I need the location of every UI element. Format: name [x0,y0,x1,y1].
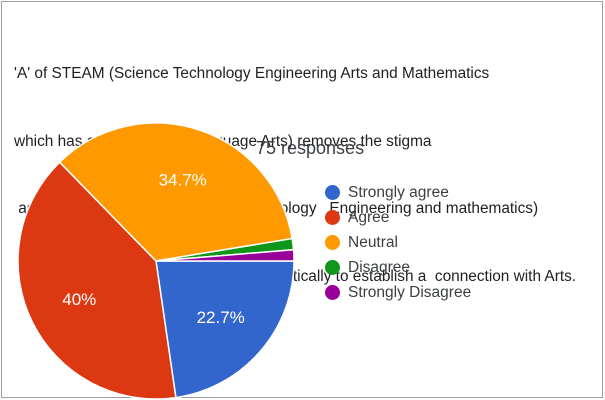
pie-slice-strongly-disagree [155,248,295,262]
legend-swatch-disagree [325,260,340,275]
legend-label-neutral: Neutral [348,233,398,251]
legend-item-neutral: Neutral [325,230,471,255]
legend-item-agree: Agree [325,205,471,230]
responses-count: 75 responses [256,138,365,158]
legend-item-disagree: Disagree [325,255,471,280]
legend-label-strongly-disagree: Strongly Disagree [348,283,472,301]
legend-label-strongly-agree: Strongly agree [348,183,449,201]
pie-slice-agree [17,161,177,400]
question-line-1: 'A' of STEAM (Science Technology Enginee… [14,65,490,82]
slice-label-agree: 40% [62,290,96,309]
legend-item-strongly-agree: Strongly agree [325,180,471,205]
pie-slice-neutral [58,122,294,262]
legend-label-disagree: Disagree [348,258,411,276]
legend-swatch-strongly-disagree [325,285,340,300]
slice-label-neutral: 34.7% [159,171,207,190]
slice-label-strongly-agree: 22.7% [197,308,245,327]
legend-item-strongly-disagree: Strongly Disagree [325,280,471,305]
legend: Strongly agree Agree Neutral Disagree St… [325,180,471,305]
legend-label-agree: Agree [348,208,390,226]
legend-swatch-strongly-agree [325,185,340,200]
legend-swatch-agree [325,210,340,225]
pie-slice-strongly-agree [155,260,295,399]
legend-swatch-neutral [325,235,340,250]
